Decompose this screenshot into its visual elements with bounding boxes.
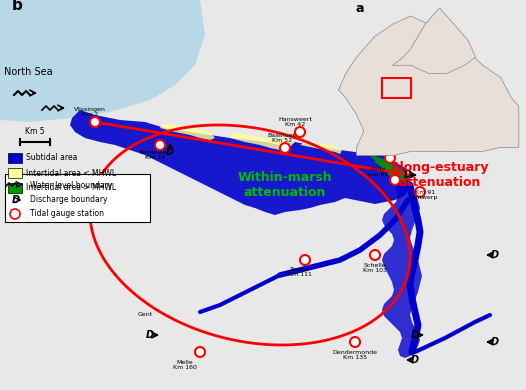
Text: D: D: [491, 337, 499, 347]
Circle shape: [195, 347, 205, 357]
Circle shape: [300, 255, 310, 265]
Polygon shape: [300, 142, 342, 154]
Polygon shape: [70, 110, 412, 215]
Text: D: D: [404, 170, 412, 180]
Text: North Sea: North Sea: [4, 67, 52, 77]
Bar: [8, 183, 22, 193]
Text: b: b: [12, 0, 23, 13]
Circle shape: [390, 175, 400, 185]
Text: Hansweert
Km 42: Hansweert Km 42: [278, 117, 312, 128]
Text: Intertidal area > MHWL: Intertidal area > MHWL: [26, 184, 116, 193]
Polygon shape: [382, 172, 422, 358]
Text: Schelle
Km 103: Schelle Km 103: [363, 262, 387, 273]
Text: Km 5: Km 5: [25, 127, 45, 136]
Text: Vlissingen
Km 2: Vlissingen Km 2: [74, 106, 106, 117]
Polygon shape: [375, 160, 402, 184]
Text: Within-marsh
attenuation: Within-marsh attenuation: [238, 171, 332, 199]
Bar: [382, 78, 411, 98]
Polygon shape: [230, 133, 295, 150]
Circle shape: [280, 143, 290, 153]
Text: D: D: [12, 195, 20, 205]
Polygon shape: [357, 65, 382, 98]
Text: Tidal gauge station: Tidal gauge station: [30, 209, 104, 218]
Circle shape: [295, 127, 305, 137]
Text: Temse
Km 111: Temse Km 111: [288, 267, 312, 277]
Polygon shape: [0, 0, 200, 120]
Text: Bath
Km 61: Bath Km 61: [378, 143, 398, 153]
Circle shape: [90, 117, 100, 127]
Polygon shape: [370, 155, 408, 182]
Text: D: D: [411, 330, 419, 340]
Text: Discharge boundary: Discharge boundary: [30, 195, 107, 204]
Circle shape: [385, 153, 395, 163]
Polygon shape: [0, 0, 205, 122]
Circle shape: [350, 337, 360, 347]
Text: D: D: [166, 147, 174, 157]
Bar: [8, 153, 22, 163]
Text: Gent: Gent: [137, 312, 153, 317]
Circle shape: [155, 140, 165, 150]
Bar: [8, 168, 22, 178]
Circle shape: [370, 250, 380, 260]
Polygon shape: [339, 16, 519, 156]
Text: a: a: [355, 2, 363, 15]
Circle shape: [415, 187, 425, 197]
Text: Subtidal area: Subtidal area: [26, 154, 77, 163]
Text: Water level boundary: Water level boundary: [30, 181, 113, 190]
Text: Intertidal area < MHWL: Intertidal area < MHWL: [26, 168, 116, 177]
Polygon shape: [339, 78, 353, 94]
Text: Melle
Km 160: Melle Km 160: [173, 360, 197, 370]
Text: Baalhoek
Km 52: Baalhoek Km 52: [267, 133, 297, 144]
Text: Kallo
Km 81: Kallo Km 81: [368, 167, 388, 177]
Text: Along-estuary
attenuation: Along-estuary attenuation: [391, 161, 489, 189]
Polygon shape: [160, 124, 215, 140]
Text: Dendermonde
Km 135: Dendermonde Km 135: [332, 349, 378, 360]
Text: Km 91
Antwerp: Km 91 Antwerp: [412, 190, 438, 200]
Text: D: D: [491, 140, 499, 150]
Circle shape: [10, 209, 20, 219]
Bar: [5, 174, 150, 222]
Text: D: D: [491, 250, 499, 260]
Polygon shape: [392, 8, 476, 73]
Polygon shape: [0, 0, 200, 110]
Text: Dutch-Belgian border
Km 67: Dutch-Belgian border Km 67: [445, 129, 512, 140]
Text: D: D: [146, 330, 154, 340]
Text: Terneuzen
Km 24: Terneuzen Km 24: [139, 150, 171, 160]
Text: D: D: [411, 355, 419, 365]
Text: Saeftinghe: Saeftinghe: [431, 147, 465, 152]
